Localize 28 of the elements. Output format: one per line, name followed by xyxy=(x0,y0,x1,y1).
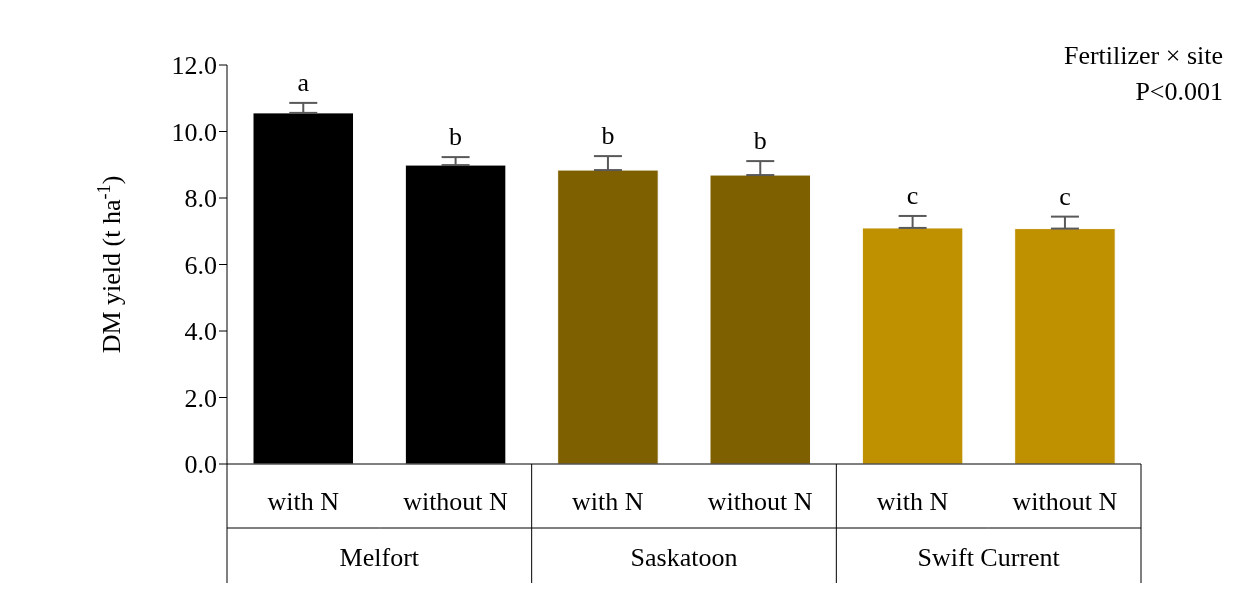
data-label: a xyxy=(297,67,310,97)
data-label: b xyxy=(449,122,463,152)
y-tick-label: 4.0 xyxy=(184,317,217,347)
annotation: P<0.001 xyxy=(1134,76,1223,108)
bar xyxy=(557,169,659,464)
text: Melfort xyxy=(339,543,420,572)
annotation: Fertilizer × site xyxy=(1063,40,1223,72)
data-label: c xyxy=(1059,181,1071,211)
x-tick-label: with N xyxy=(876,487,949,516)
bar xyxy=(1014,228,1116,464)
x-tick-label: without N xyxy=(403,487,509,516)
data-label: b xyxy=(601,121,615,151)
y-tick-label: 12.0 xyxy=(171,51,217,81)
y-tick-label: 10.0 xyxy=(171,117,217,147)
y-tick-label: 8.0 xyxy=(184,184,217,214)
text: Saskatoon xyxy=(630,543,738,572)
data-label: b xyxy=(753,126,767,156)
x-tick-label: with N xyxy=(572,487,644,516)
x-tick-label: without N xyxy=(1012,487,1118,516)
text: Swift Current xyxy=(917,543,1061,572)
x-tick-label: without N xyxy=(707,487,813,516)
y-tick-label: 2.0 xyxy=(184,383,217,413)
bar xyxy=(861,227,964,464)
x-tick-label: with N xyxy=(267,487,340,516)
y-tick-label: 0.0 xyxy=(184,450,217,480)
y-tick-label: 6.0 xyxy=(184,250,217,280)
data-label: c xyxy=(906,180,919,210)
bar xyxy=(709,174,812,464)
